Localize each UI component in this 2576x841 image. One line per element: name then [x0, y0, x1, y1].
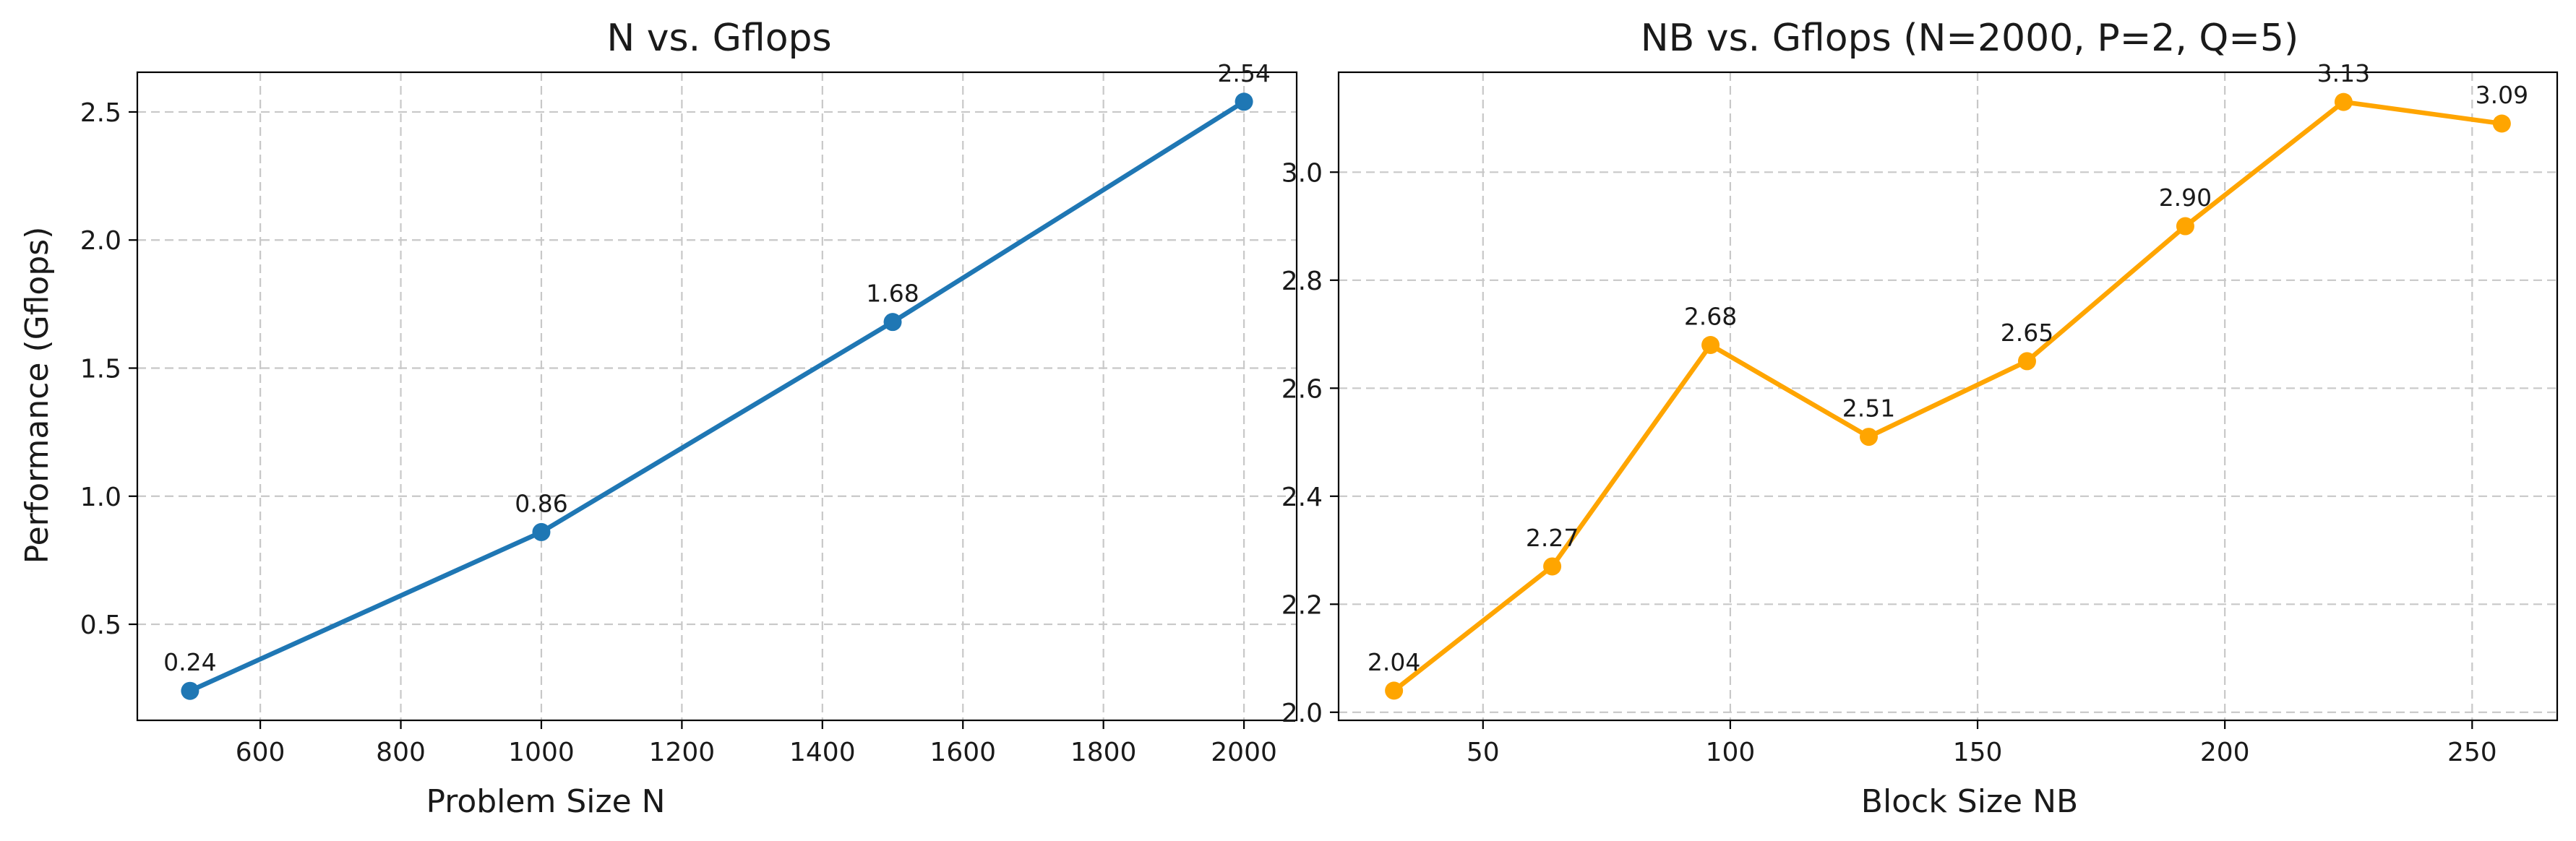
gridlines: [137, 72, 1297, 720]
y-tick-label: 3.0: [1281, 158, 1323, 188]
x-axis-label: Block Size NB: [1861, 783, 2078, 820]
chart-title: NB vs. Gflops (N=2000, P=2, Q=5): [1641, 17, 2299, 60]
plot-frame: [136, 71, 1298, 722]
y-tick-label: 1.0: [80, 483, 121, 512]
data-label: 2.27: [1526, 524, 1579, 552]
chart-title: N vs. Gflops: [606, 17, 831, 60]
y-tick-label: 2.5: [80, 98, 121, 128]
data-label: 0.86: [515, 489, 567, 517]
axes: 50 100 150 200 250 2.0 2.2 2.4 2.6 2.8 3.0: [1281, 71, 2559, 767]
data-label: 2.51: [1842, 394, 1895, 423]
data-label: 2.54: [1217, 59, 1270, 87]
y-tick-label: 2.0: [1281, 699, 1323, 728]
x-tick-label: 200: [2200, 738, 2250, 767]
data-point: [2017, 352, 2036, 371]
data-label: 2.90: [2159, 184, 2212, 212]
x-tick-label: 1800: [1070, 738, 1137, 767]
data-point: [1860, 428, 1879, 447]
data-point: [2176, 217, 2194, 236]
chart-nb-vs-gflops: NB vs. Gflops (N=2000, P=2, Q=5) Block S…: [1281, 17, 2559, 820]
x-tick-label: 250: [2447, 738, 2497, 767]
data-point: [1701, 335, 1720, 354]
data-point: [532, 522, 551, 541]
x-tick-label: 50: [1467, 738, 1500, 767]
y-tick-label: 1.5: [80, 355, 121, 384]
axes: 600 800 1000 1200 1400 1600 1800 2000 0.5 1.0 1.5 2…: [80, 71, 1298, 767]
series: 2.04 2.27 2.68 2.51 2.65 2.90 3.13 3.09: [1368, 59, 2528, 700]
series: 0.24 0.86 1.68 2.54: [163, 59, 1271, 700]
series-line: [1391, 99, 2504, 694]
x-tick-label: 1400: [789, 738, 856, 767]
data-point: [1235, 92, 1253, 111]
data-point: [1385, 681, 1404, 700]
y-tick-label: 0.5: [80, 611, 121, 640]
y-tick-label: 2.0: [80, 226, 121, 256]
x-tick-label: 800: [376, 738, 426, 767]
data-label: 2.68: [1684, 302, 1737, 330]
y-axis-label: Performance (Gflops): [19, 227, 56, 564]
x-tick-label: 1600: [929, 738, 996, 767]
data-label: 2.65: [2001, 319, 2053, 347]
gridlines: [1339, 72, 2557, 720]
x-tick-label: 2000: [1211, 738, 1277, 767]
x-tick-label: 600: [236, 738, 285, 767]
y-tick-label: 2.6: [1281, 374, 1323, 404]
data-point: [2334, 92, 2353, 111]
chart-n-vs-gflops: N vs. Gflops Problem Size N Performance …: [19, 17, 1298, 820]
data-point: [2492, 114, 2511, 133]
x-axis-label: Problem Size N: [426, 783, 665, 820]
x-tick-label: 150: [1953, 738, 2003, 767]
y-tick-label: 2.4: [1281, 483, 1323, 512]
y-tick-label: 2.2: [1281, 590, 1323, 620]
data-label: 3.09: [2476, 81, 2528, 109]
data-label: 0.24: [163, 648, 216, 676]
data-point: [1543, 557, 1562, 576]
y-tick-label: 2.8: [1281, 267, 1323, 296]
x-tick-label: 100: [1706, 738, 1756, 767]
data-label: 2.04: [1368, 648, 1420, 676]
plot-frame: [1337, 71, 2559, 722]
data-label: 3.13: [2317, 59, 2370, 87]
data-point: [883, 313, 902, 332]
x-tick-label: 1200: [649, 738, 716, 767]
x-tick-label: 1000: [508, 738, 575, 767]
data-label: 1.68: [866, 280, 919, 308]
data-point: [181, 681, 199, 700]
series-line: [187, 99, 1247, 694]
